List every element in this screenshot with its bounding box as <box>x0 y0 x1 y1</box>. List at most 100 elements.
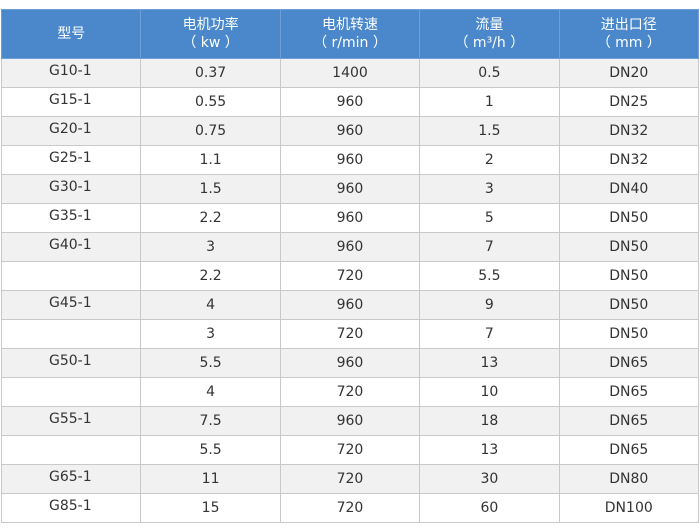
table-cell: 1.1 <box>140 145 281 175</box>
table-cell: 960 <box>279 203 421 233</box>
table-cell: 2.2 <box>140 261 281 291</box>
table-cell: G35-1 <box>0 203 142 233</box>
column-header: 进出口径 （ mm ） <box>558 9 700 59</box>
table-cell: 720 <box>279 319 421 349</box>
header-label: 流量 <box>475 17 504 33</box>
column-header: 电机转速 （ r/min ） <box>279 9 421 59</box>
table-cell: 960 <box>279 174 421 204</box>
table-row: G25-1 1.1 960 2 DN32 <box>0 145 700 175</box>
table-cell: 5.5 <box>419 261 560 291</box>
table-cell <box>0 377 142 407</box>
table-cell: DN100 <box>558 493 700 523</box>
table-cell: G20-1 <box>0 116 142 146</box>
table-cell: 9 <box>419 290 560 320</box>
table-cell: 1 <box>419 87 560 117</box>
table-cell: 7 <box>419 232 560 262</box>
table-cell: 13 <box>419 348 560 378</box>
table-cell: 720 <box>279 435 421 465</box>
table-row: G85-1 15 720 60 DN100 <box>0 493 700 523</box>
table-cell: 960 <box>279 232 421 262</box>
table-cell: DN65 <box>558 406 700 436</box>
table-cell: 960 <box>279 145 421 175</box>
table-cell: 960 <box>279 290 421 320</box>
column-header: 流量 （ m³/h ） <box>419 9 560 59</box>
header-unit: （ m³/h ） <box>454 35 525 51</box>
header-label: 电机功率 <box>182 17 239 33</box>
table-cell: 4 <box>140 290 281 320</box>
table-row: G15-1 0.55 960 1 DN25 <box>0 87 700 117</box>
table-cell: G85-1 <box>0 493 142 523</box>
table-cell: 10 <box>419 377 560 407</box>
table-cell: 960 <box>279 116 421 146</box>
table-row: G35-1 2.2 960 5 DN50 <box>0 203 700 233</box>
table-cell: DN32 <box>558 145 700 175</box>
table-cell: G15-1 <box>0 87 142 117</box>
table-cell: 13 <box>419 435 560 465</box>
table-cell: 1.5 <box>419 116 560 146</box>
table-cell: DN65 <box>558 435 700 465</box>
header-row: 型号 电机功率 （ kw ） 电机转速 （ r/min ） 流量 （ m³/h ） 进出口径 （… <box>0 9 700 59</box>
table-cell: 0.5 <box>419 58 560 88</box>
table-cell: 960 <box>279 406 421 436</box>
table-cell <box>0 261 142 291</box>
table-cell: 7 <box>419 319 560 349</box>
table-row: 4 720 10 DN65 <box>0 377 700 407</box>
table-cell: 720 <box>279 493 421 523</box>
column-header: 电机功率 （ kw ） <box>140 9 281 59</box>
table-cell: 720 <box>279 377 421 407</box>
table-cell <box>0 319 142 349</box>
table-row: 5.5 720 13 DN65 <box>0 435 700 465</box>
table-cell: G30-1 <box>0 174 142 204</box>
header-unit: （ mm ） <box>596 35 661 51</box>
table-row: 3 720 7 DN50 <box>0 319 700 349</box>
table-row: G45-1 4 960 9 DN50 <box>0 290 700 320</box>
header-unit: （ r/min ） <box>313 35 387 51</box>
table-cell: 1400 <box>279 58 421 88</box>
table-cell: 0.55 <box>140 87 281 117</box>
table-cell: 720 <box>279 464 421 494</box>
table-cell: 2.2 <box>140 203 281 233</box>
table-cell: 3 <box>419 174 560 204</box>
table-cell: 11 <box>140 464 281 494</box>
table-cell: 5.5 <box>140 435 281 465</box>
table-cell: 3 <box>140 319 281 349</box>
table-row: G30-1 1.5 960 3 DN40 <box>0 174 700 204</box>
table-cell: 5.5 <box>140 348 281 378</box>
column-header: 型号 <box>0 9 142 59</box>
table-cell: 60 <box>419 493 560 523</box>
table-cell: 1.5 <box>140 174 281 204</box>
table-cell: DN50 <box>558 319 700 349</box>
table-row: G40-1 3 960 7 DN50 <box>0 232 700 262</box>
table-cell: DN50 <box>558 261 700 291</box>
table-cell: G65-1 <box>0 464 142 494</box>
header-label: 电机转速 <box>321 17 378 33</box>
table-cell: DN65 <box>558 348 700 378</box>
table-cell: 0.75 <box>140 116 281 146</box>
table-cell: 3 <box>140 232 281 262</box>
table-row: G50-1 5.5 960 13 DN65 <box>0 348 700 378</box>
table-cell: DN40 <box>558 174 700 204</box>
table-cell: 960 <box>279 87 421 117</box>
table-cell: 7.5 <box>140 406 281 436</box>
table-cell: 18 <box>419 406 560 436</box>
table-cell: DN80 <box>558 464 700 494</box>
table-cell: DN32 <box>558 116 700 146</box>
table-cell: G50-1 <box>0 348 142 378</box>
table-cell: 0.37 <box>140 58 281 88</box>
table-cell: G55-1 <box>0 406 142 436</box>
table-row: 2.2 720 5.5 DN50 <box>0 261 700 291</box>
header-unit: （ kw ） <box>182 35 239 51</box>
table-row: G65-1 11 720 30 DN80 <box>0 464 700 494</box>
header-label: 型号 <box>57 26 86 42</box>
table-row: G55-1 7.5 960 18 DN65 <box>0 406 700 436</box>
table-cell: DN50 <box>558 290 700 320</box>
table-cell <box>0 435 142 465</box>
header-label: 进出口径 <box>600 17 657 33</box>
spec-table: 型号 电机功率 （ kw ） 电机转速 （ r/min ） 流量 （ m³/h ） 进出口径 （… <box>0 9 700 523</box>
table-cell: G10-1 <box>0 58 142 88</box>
table-cell: 30 <box>419 464 560 494</box>
table-cell: 720 <box>279 261 421 291</box>
table-cell: DN20 <box>558 58 700 88</box>
table-cell: DN50 <box>558 232 700 262</box>
table-cell: DN50 <box>558 203 700 233</box>
